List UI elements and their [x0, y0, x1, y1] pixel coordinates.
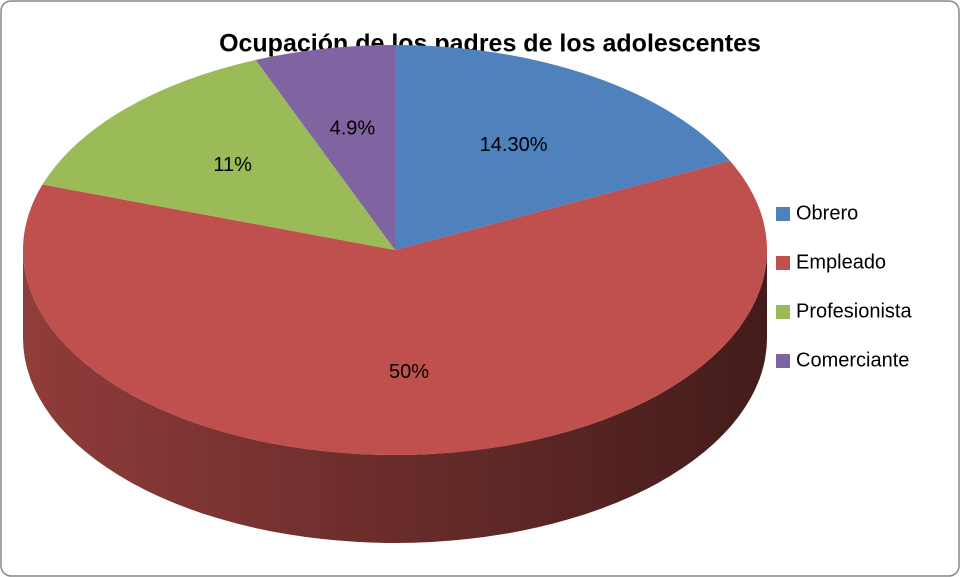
legend-label: Comerciante [796, 349, 909, 371]
pie-slice [42, 59, 395, 250]
legend-swatch [776, 305, 790, 319]
legend-label: Empleado [796, 251, 886, 273]
legend-swatch [776, 207, 790, 221]
pie-slice [395, 45, 730, 250]
legend-label: Profesionista [796, 300, 912, 322]
pie-slice-side [23, 250, 767, 543]
legend-swatch [776, 354, 790, 368]
data-label: 11% [213, 154, 252, 176]
data-label: 50% [389, 361, 429, 383]
data-label: 4.9% [330, 118, 376, 140]
legend-swatch [776, 256, 790, 270]
data-label: 14.30% [480, 134, 548, 156]
pie-slice [22, 160, 768, 455]
legend-label: Obrero [796, 202, 858, 224]
pie-slice [255, 45, 395, 250]
